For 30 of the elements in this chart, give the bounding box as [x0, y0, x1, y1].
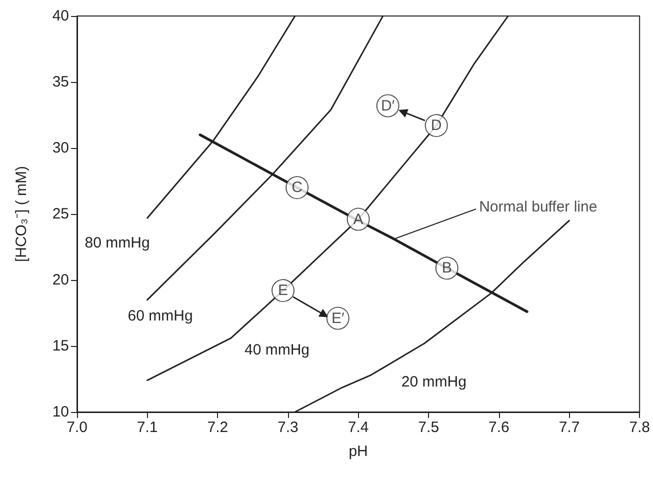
- x-tick-label: 7.3: [278, 419, 298, 436]
- annotation: B: [442, 260, 452, 277]
- x-axis-title: pH: [348, 443, 368, 460]
- x-tick-label: 7.1: [136, 419, 158, 436]
- y-axis-title: [HCO₃⁻] ( mM): [13, 166, 30, 262]
- x-tick-label: 7.6: [488, 419, 510, 436]
- y-tick-label: 40: [52, 8, 69, 24]
- y-tick-label: 35: [52, 74, 69, 90]
- annotation: A: [353, 210, 364, 228]
- annotation: E: [278, 282, 288, 300]
- series-label: 80 mmHg: [84, 234, 150, 252]
- y-tick-label: 10: [52, 404, 69, 420]
- x-tick-label: 7.8: [629, 419, 650, 436]
- series-label: 40 mmHg: [244, 342, 310, 359]
- annotation: E′: [331, 310, 344, 327]
- y-tick-label: 25: [52, 206, 69, 222]
- series-label: 60 mmHg: [128, 307, 193, 324]
- y-tick-label: 15: [52, 338, 69, 354]
- annotation: C: [292, 179, 303, 196]
- series-label: 20 mmHg: [401, 374, 466, 391]
- y-tick-label: 20: [52, 272, 69, 288]
- x-tick-label: 7.7: [558, 419, 580, 436]
- y-tick-label: 30: [52, 140, 69, 156]
- annotation: D: [430, 117, 442, 134]
- x-tick-label: 7.5: [418, 419, 440, 436]
- x-tick-label: 7.2: [207, 419, 228, 436]
- x-tick-label: 7.0: [66, 419, 88, 436]
- annotation: D′: [380, 97, 395, 114]
- x-tick-label: 7.4: [348, 419, 369, 436]
- annotation: Normal buffer line: [479, 198, 598, 216]
